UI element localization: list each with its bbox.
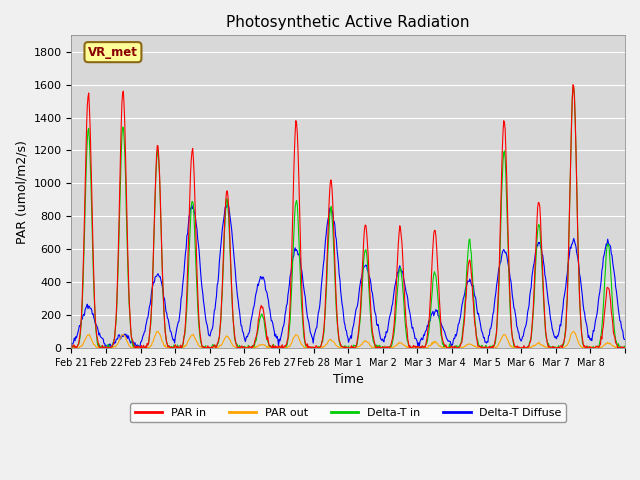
Line: Delta-T Diffuse: Delta-T Diffuse bbox=[72, 205, 625, 348]
Delta-T in bbox=[436, 322, 444, 328]
Delta-T Diffuse bbox=[438, 322, 445, 328]
Delta-T Diffuse bbox=[263, 290, 271, 296]
Delta-T in bbox=[621, 345, 629, 351]
PAR in bbox=[406, 343, 413, 348]
Delta-T Diffuse bbox=[236, 309, 243, 315]
Line: PAR in: PAR in bbox=[72, 85, 625, 348]
PAR out bbox=[263, 345, 271, 351]
PAR in bbox=[262, 328, 270, 334]
PAR out bbox=[68, 344, 76, 350]
PAR in bbox=[68, 343, 76, 348]
Delta-T Diffuse bbox=[621, 336, 629, 342]
Line: Delta-T in: Delta-T in bbox=[72, 87, 625, 348]
X-axis label: Time: Time bbox=[333, 373, 364, 386]
Title: Photosynthetic Active Radiation: Photosynthetic Active Radiation bbox=[227, 15, 470, 30]
PAR in bbox=[133, 343, 141, 349]
Delta-T in bbox=[234, 344, 242, 349]
PAR out bbox=[68, 345, 76, 351]
Legend: PAR in, PAR out, Delta-T in, Delta-T Diffuse: PAR in, PAR out, Delta-T in, Delta-T Dif… bbox=[130, 403, 566, 422]
Y-axis label: PAR (umol/m2/s): PAR (umol/m2/s) bbox=[15, 140, 28, 243]
PAR in bbox=[437, 324, 445, 329]
Delta-T in bbox=[569, 84, 577, 90]
PAR out bbox=[236, 345, 243, 350]
Delta-T in bbox=[405, 343, 413, 348]
PAR out bbox=[284, 344, 292, 350]
PAR in bbox=[235, 345, 243, 351]
Delta-T in bbox=[283, 343, 291, 349]
Delta-T in bbox=[132, 345, 140, 351]
Delta-T in bbox=[262, 329, 269, 335]
PAR out bbox=[154, 328, 162, 334]
Delta-T Diffuse bbox=[223, 202, 231, 208]
PAR in bbox=[621, 345, 629, 351]
PAR in bbox=[71, 345, 79, 351]
Delta-T in bbox=[68, 345, 76, 351]
PAR in bbox=[569, 82, 577, 88]
PAR out bbox=[438, 345, 445, 350]
Delta-T Diffuse bbox=[133, 342, 141, 348]
Delta-T Diffuse bbox=[103, 345, 111, 351]
Delta-T Diffuse bbox=[407, 315, 415, 321]
PAR out bbox=[133, 345, 141, 351]
Line: PAR out: PAR out bbox=[72, 331, 625, 348]
PAR out bbox=[407, 345, 415, 351]
Text: VR_met: VR_met bbox=[88, 46, 138, 59]
Delta-T Diffuse bbox=[68, 341, 76, 347]
PAR in bbox=[284, 338, 291, 344]
Delta-T Diffuse bbox=[284, 292, 292, 298]
PAR out bbox=[621, 345, 629, 351]
